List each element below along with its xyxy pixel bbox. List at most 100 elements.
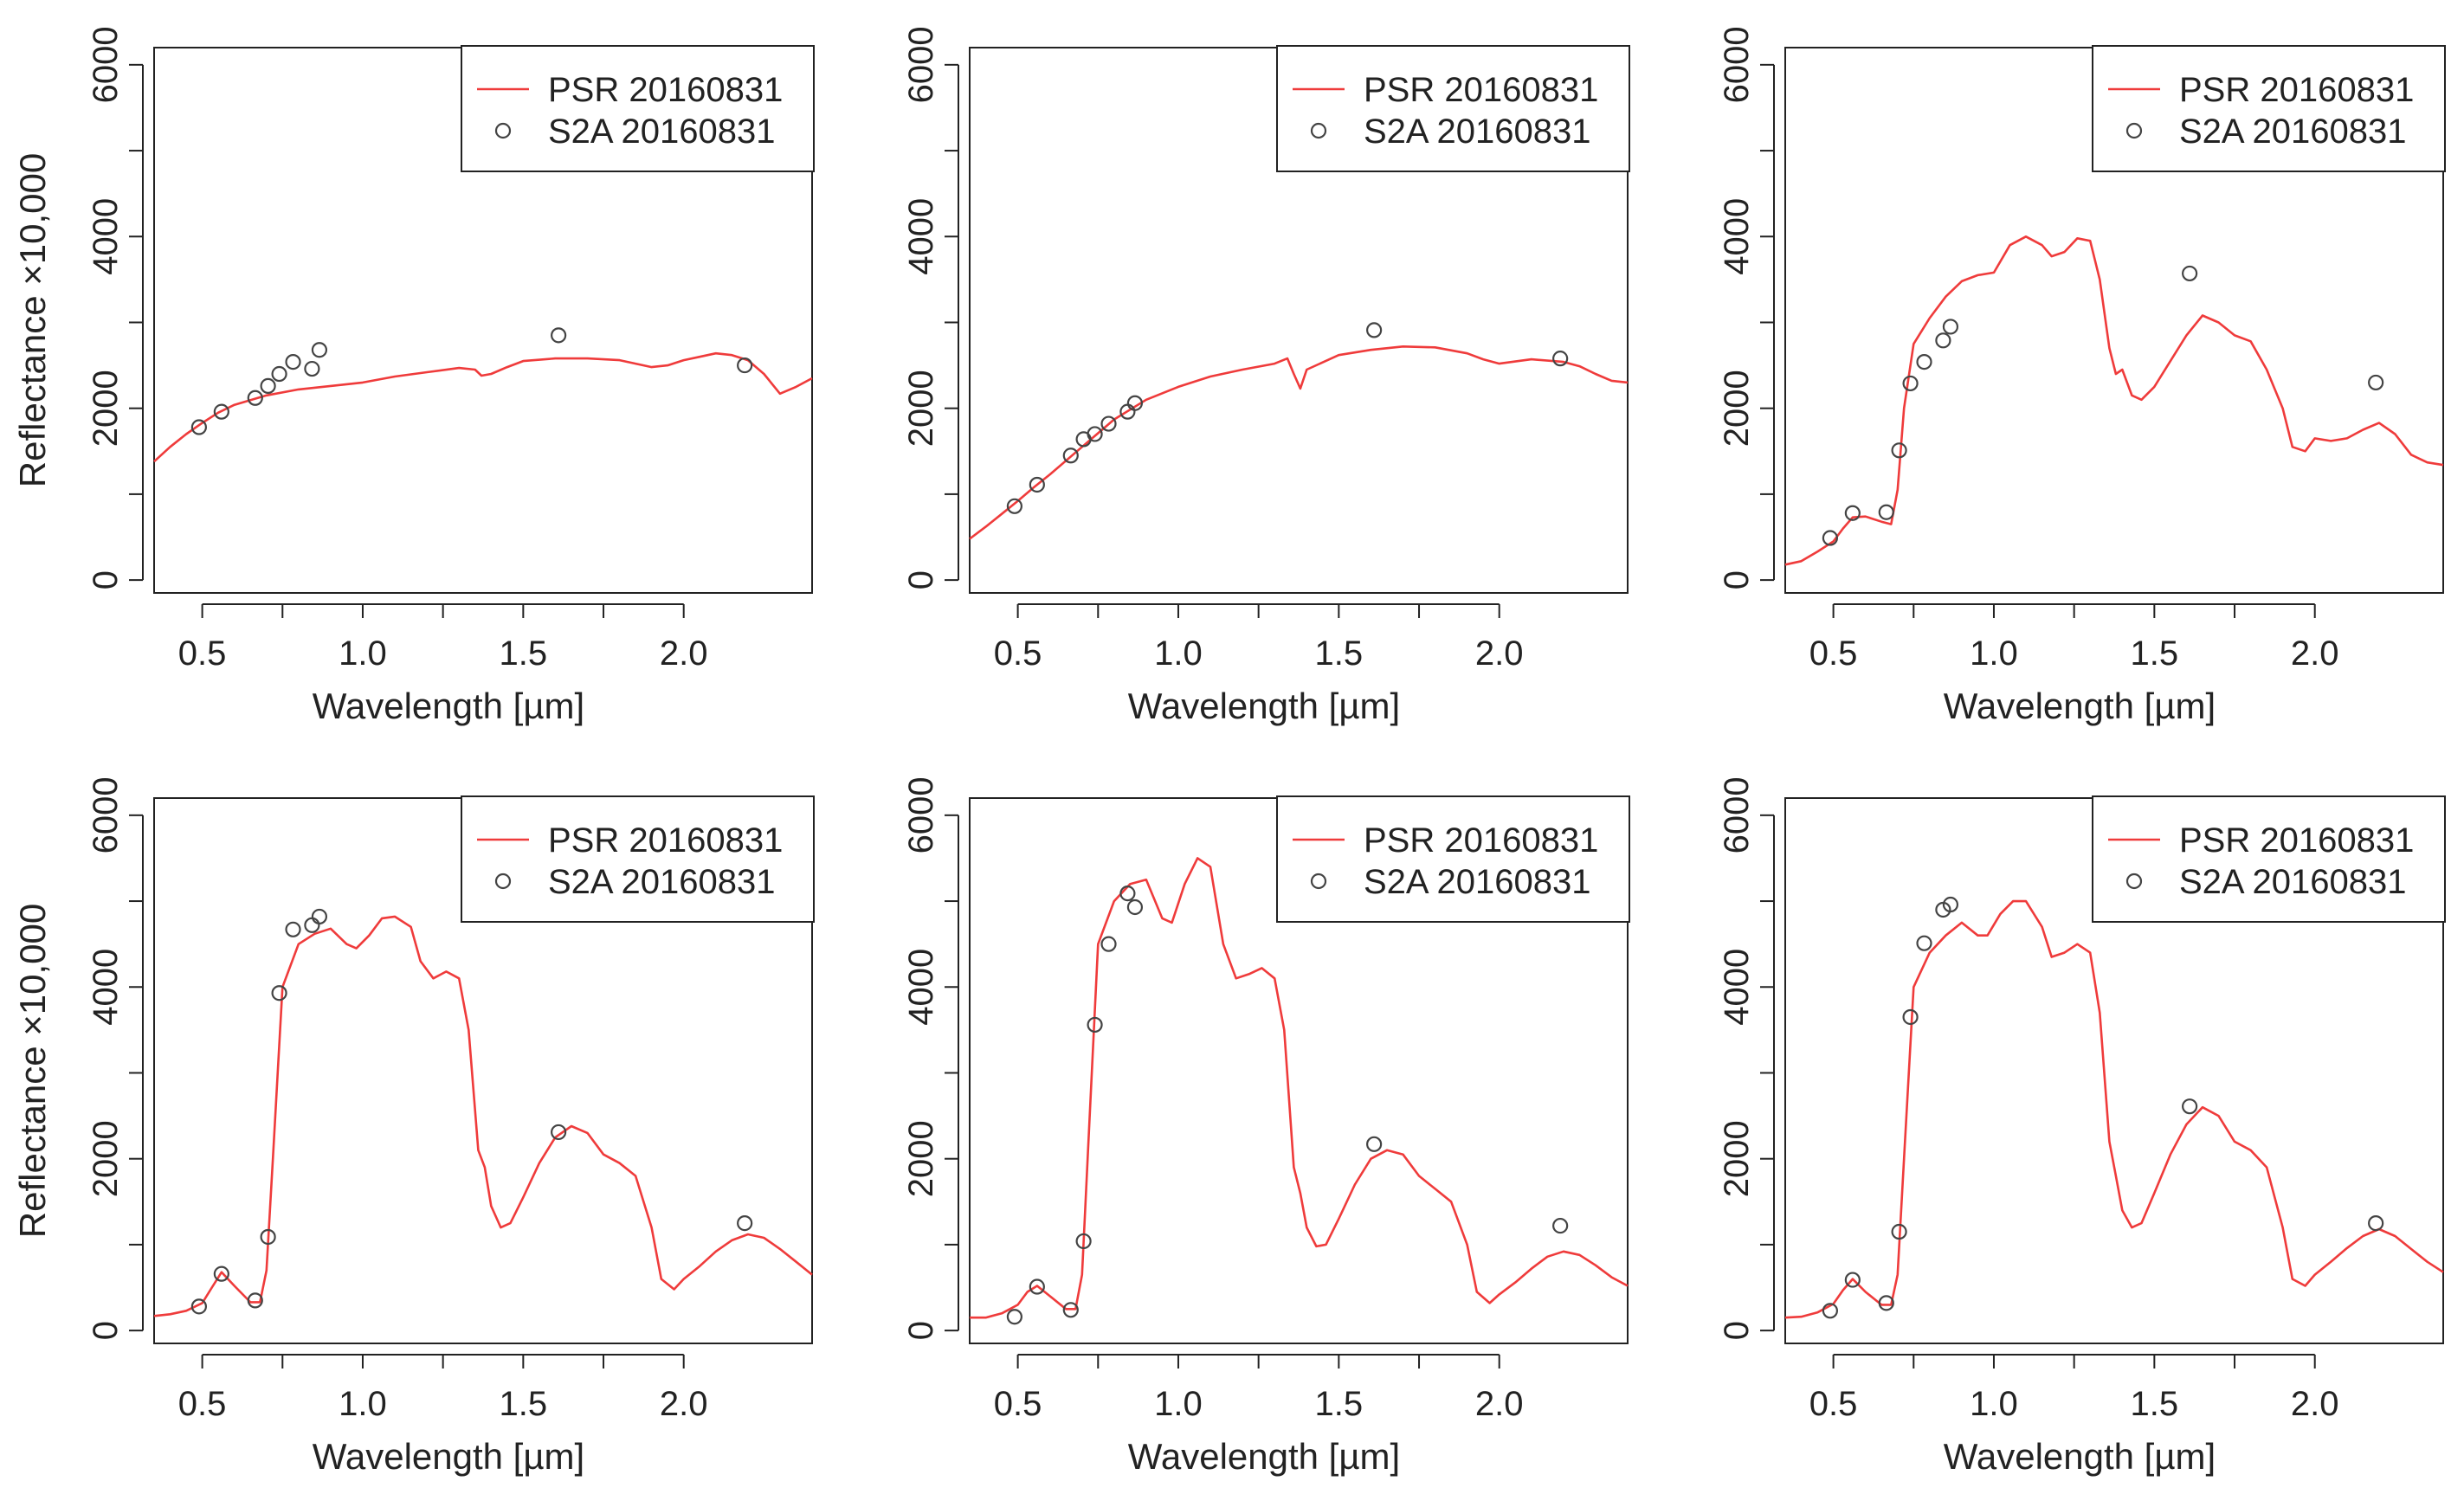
s2a-point: [1904, 1010, 1918, 1024]
x-axis-label: Wavelength [µm]: [313, 686, 584, 726]
y-tick-label: 2000: [902, 1120, 940, 1197]
x-tick-label: 0.5: [178, 634, 227, 673]
x-tick-label: 1.0: [1154, 634, 1203, 673]
x-tick-label: 2.0: [1475, 1385, 1524, 1423]
s2a-point: [2183, 1099, 2196, 1113]
s2a-point: [273, 367, 287, 381]
s2a-point: [1936, 333, 1950, 347]
s2a-point: [1367, 323, 1381, 337]
x-tick-label: 2.0: [2291, 634, 2339, 673]
legend-psr-label: PSR 20160831: [1364, 821, 1598, 860]
x-tick-label: 2.0: [660, 634, 708, 673]
panel-1: 0 2000 4000 6000 Reflectance ×10,000 0.5 1.0 1.…: [12, 26, 814, 726]
legend-s2a-label: S2A 20160831: [2179, 863, 2406, 901]
x-tick-label: 1.0: [1154, 1385, 1203, 1423]
psr-series-line: [1785, 236, 2443, 564]
y-tick-label: 6000: [902, 26, 940, 103]
y-axis-label: Reflectance ×10,000: [12, 904, 53, 1238]
y-tick-label: 0: [1718, 570, 1756, 589]
legend-s2a-label: S2A 20160831: [1364, 113, 1590, 151]
s2a-point: [1088, 427, 1102, 441]
y-tick-label: 0: [902, 570, 940, 589]
x-tick-label: 1.0: [1970, 1385, 2018, 1423]
s2a-point: [1880, 506, 1893, 519]
y-tick-label: 4000: [1718, 949, 1756, 1026]
x-tick-label: 1.5: [500, 634, 548, 673]
x-axis-label: Wavelength [µm]: [1944, 1436, 2216, 1477]
s2a-point: [1893, 443, 1906, 457]
x-tick-label: 1.0: [339, 1385, 387, 1423]
y-tick-label: 4000: [87, 198, 125, 275]
s2a-point: [1918, 937, 1932, 950]
x-tick-label: 2.0: [1475, 634, 1524, 673]
legend-psr-label: PSR 20160831: [1364, 71, 1598, 109]
x-tick-label: 1.5: [1315, 634, 1364, 673]
x-tick-label: 0.5: [994, 634, 1042, 673]
x-tick-label: 1.0: [339, 634, 387, 673]
legend-s2a-label: S2A 20160831: [548, 113, 775, 151]
s2a-point: [2369, 1216, 2383, 1230]
x-tick-label: 1.5: [2131, 634, 2179, 673]
s2a-point: [1918, 355, 1932, 369]
x-axis-label: Wavelength [µm]: [1944, 686, 2216, 726]
s2a-point: [1367, 1137, 1381, 1151]
s2a-point: [287, 923, 300, 937]
legend: PSR 20160831 S2A 20160831: [461, 46, 814, 171]
panel-3: 0 2000 4000 6000 0.5 1.0 1.5 2.0 Wavelength [µm]…: [1718, 26, 2445, 726]
s2a-point: [305, 918, 319, 932]
x-tick-label: 2.0: [660, 1385, 708, 1423]
y-tick-label: 0: [87, 1321, 125, 1340]
s2a-point: [1553, 1219, 1567, 1233]
x-tick-label: 0.5: [178, 1385, 227, 1423]
s2a-point: [1553, 351, 1567, 365]
s2a-point: [1008, 1310, 1022, 1323]
x-tick-label: 0.5: [1809, 1385, 1858, 1423]
y-tick-label: 0: [1718, 1321, 1756, 1340]
legend-psr-label: PSR 20160831: [548, 71, 783, 109]
y-tick-label: 6000: [902, 776, 940, 853]
legend-s2a-label: S2A 20160831: [2179, 113, 2406, 151]
panel-2: 0 2000 4000 6000 0.5 1.0 1.5 2.0 Wavelength [µm]…: [902, 26, 1629, 726]
legend-psr-label: PSR 20160831: [2179, 821, 2414, 860]
y-tick-label: 2000: [1718, 370, 1756, 447]
s2a-point: [738, 1216, 751, 1230]
y-axis-label: Reflectance ×10,000: [12, 153, 53, 487]
panel-4: 0 2000 4000 6000 Reflectance ×10,000 0.5 1.0 1.…: [12, 776, 814, 1477]
s2a-point: [738, 358, 751, 372]
psr-series-line: [154, 353, 812, 461]
s2a-point: [287, 355, 300, 369]
y-tick-label: 2000: [902, 370, 940, 447]
s2a-point: [1128, 900, 1142, 914]
s2a-point: [2183, 267, 2196, 280]
s2a-point: [1944, 319, 1958, 333]
y-tick-label: 2000: [87, 370, 125, 447]
x-tick-label: 1.5: [2131, 1385, 2179, 1423]
legend-psr-label: PSR 20160831: [2179, 71, 2414, 109]
y-tick-label: 6000: [87, 776, 125, 853]
y-tick-label: 4000: [1718, 198, 1756, 275]
y-tick-label: 0: [902, 1321, 940, 1340]
s2a-point: [1904, 377, 1918, 390]
x-tick-label: 1.5: [1315, 1385, 1364, 1423]
legend-s2a-label: S2A 20160831: [548, 863, 775, 901]
x-tick-label: 2.0: [2291, 1385, 2339, 1423]
x-axis-label: Wavelength [µm]: [1128, 1436, 1400, 1477]
s2a-point: [305, 362, 319, 376]
y-tick-label: 6000: [87, 26, 125, 103]
legend-s2a-label: S2A 20160831: [1364, 863, 1590, 901]
s2a-point: [313, 343, 326, 357]
s2a-point: [551, 328, 565, 342]
psr-series-line: [970, 346, 1628, 538]
panel-5: 0 2000 4000 6000 0.5 1.0 1.5 2.0 Wavelength [µm]…: [902, 776, 1629, 1477]
figure-canvas: 0 2000 4000 6000 Reflectance ×10,000 0.5 1.0 1.…: [0, 0, 2464, 1507]
x-tick-label: 1.0: [1970, 634, 2018, 673]
x-tick-label: 1.5: [500, 1385, 548, 1423]
panel-6: 0 2000 4000 6000 0.5 1.0 1.5 2.0 Wavelength [µm]…: [1718, 776, 2445, 1477]
s2a-point: [273, 986, 287, 1000]
y-tick-label: 6000: [1718, 776, 1756, 853]
y-tick-label: 2000: [1718, 1120, 1756, 1197]
s2a-point: [261, 379, 275, 393]
